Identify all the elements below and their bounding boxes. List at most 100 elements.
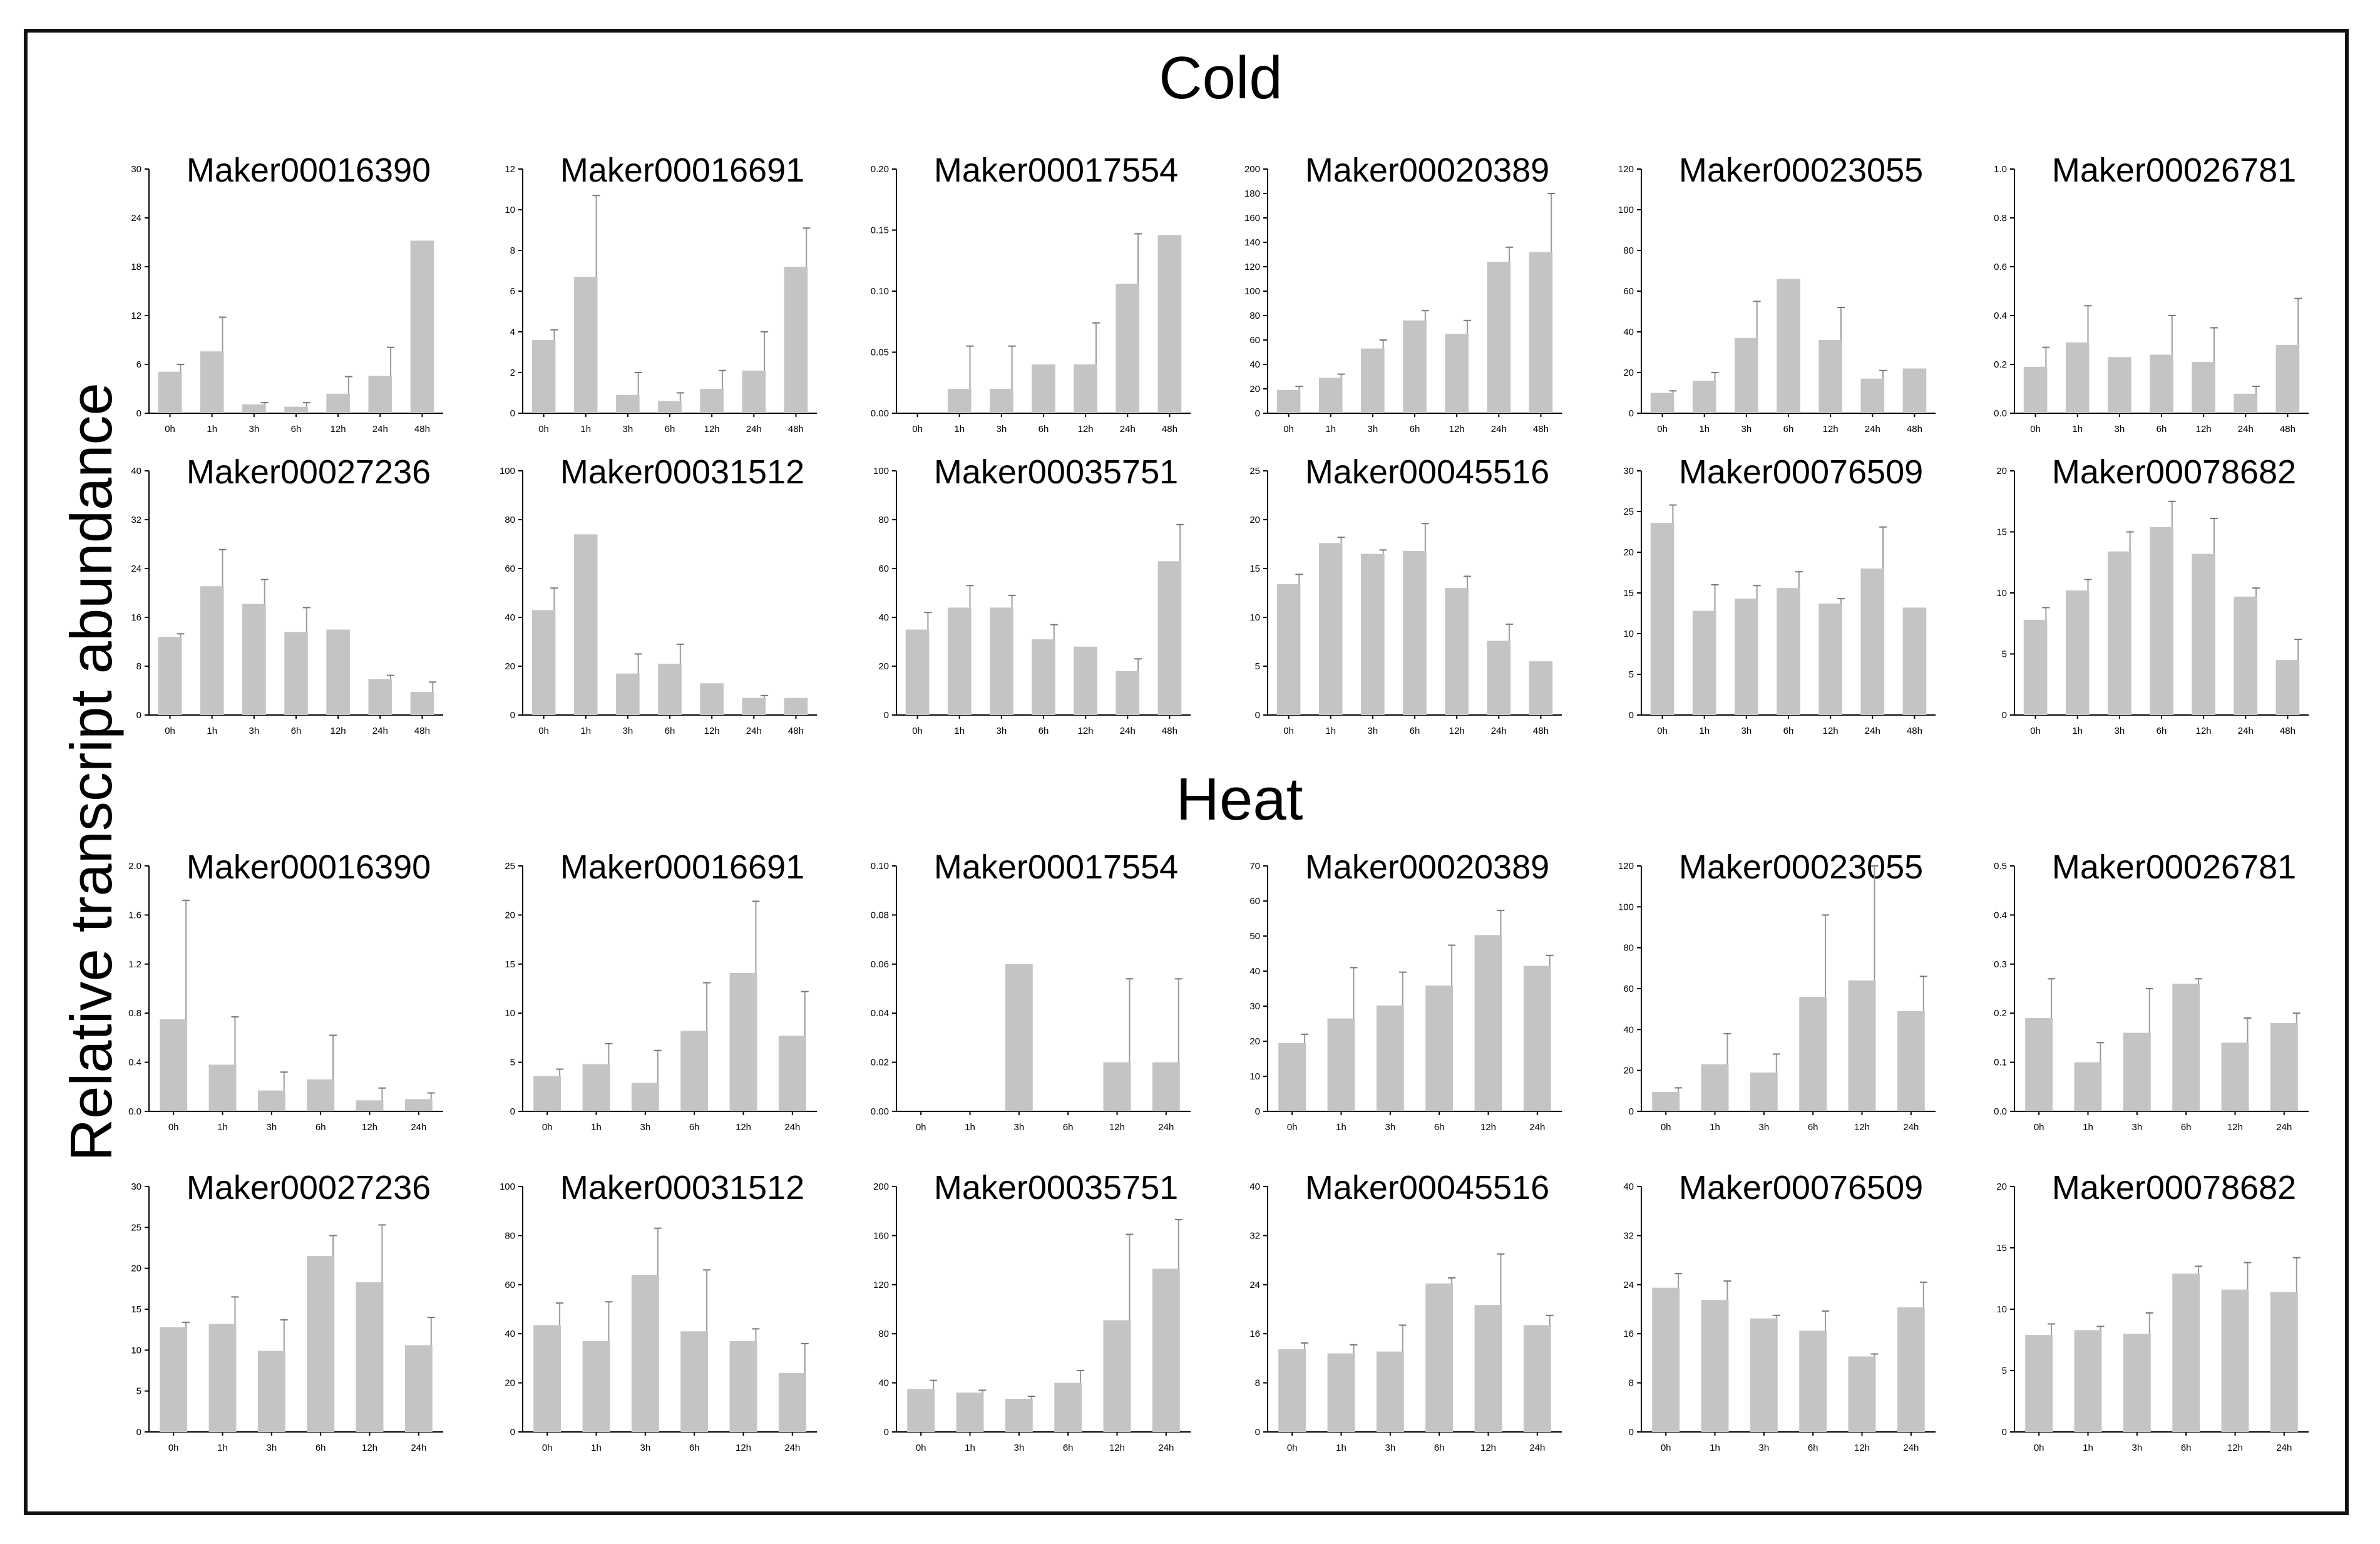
bar <box>531 610 556 715</box>
chart-title: Maker00031512 <box>560 453 804 491</box>
bar <box>326 629 350 715</box>
bar <box>1445 588 1469 715</box>
y-tick-label: 24 <box>1249 1280 1260 1290</box>
x-tick-label: 6h <box>689 1443 700 1453</box>
chart-title: Maker00078682 <box>2052 453 2296 491</box>
y-tick-label: 10 <box>1623 629 1634 639</box>
x-tick-label: 48h <box>1533 424 1549 435</box>
bar <box>947 389 972 413</box>
x-tick-label: 6h <box>665 726 675 736</box>
chart-title: Maker00023055 <box>1679 152 1923 189</box>
bar <box>1376 1351 1404 1432</box>
y-tick-label: 15 <box>1623 588 1634 599</box>
bar <box>1074 646 1097 715</box>
x-tick-label: 12h <box>362 1122 377 1133</box>
bar <box>1032 364 1055 413</box>
bar <box>326 393 350 413</box>
x-tick-label: 1h <box>217 1122 228 1133</box>
x-tick-label: 12h <box>1109 1122 1125 1133</box>
x-tick-label: 24h <box>1903 1122 1919 1133</box>
x-tick-label: 48h <box>414 726 430 736</box>
y-tick-label: 40 <box>1623 1024 1634 1035</box>
x-tick-label: 3h <box>1758 1122 1769 1133</box>
x-tick-label: 12h <box>1449 424 1465 435</box>
y-tick-label: 40 <box>505 1329 515 1339</box>
x-tick-label: 48h <box>1162 424 1177 435</box>
bar <box>2172 984 2200 1111</box>
bar <box>1032 639 1055 715</box>
y-tick-label: 100 <box>1244 286 1260 297</box>
bar <box>1403 320 1427 413</box>
x-tick-label: 24h <box>784 1443 800 1453</box>
x-tick-label: 6h <box>1808 1122 1818 1133</box>
x-tick-label: 6h <box>1410 424 1420 435</box>
bar <box>242 604 266 715</box>
bar <box>573 534 598 715</box>
x-tick-label: 1h <box>217 1443 228 1453</box>
bar <box>1860 378 1885 413</box>
y-tick-label: 0 <box>1629 408 1634 419</box>
y-tick-label: 120 <box>1244 262 1260 272</box>
x-tick-label: 0h <box>1283 726 1294 736</box>
y-tick-label: 15 <box>1249 564 1260 574</box>
x-tick-label: 6h <box>1063 1443 1074 1453</box>
x-tick-label: 24h <box>746 726 762 736</box>
y-tick-label: 1.6 <box>128 910 141 920</box>
x-tick-label: 24h <box>1491 726 1507 736</box>
bar <box>778 1372 806 1432</box>
x-tick-label: 48h <box>788 424 804 435</box>
chart-panel: Maker00076509 0 5 10 15 20 25 30 0h 1h 3h 6h 12h 24h 4… <box>1623 453 1936 736</box>
x-tick-label: 0h <box>916 1443 926 1453</box>
x-tick-label: 6h <box>1783 726 1794 736</box>
bar <box>531 340 556 413</box>
bar <box>410 691 434 715</box>
chart-panel: Maker00016390 0.0 0.4 0.8 1.2 1.6 2.0 0h 1h 3h 6h 1… <box>128 848 443 1133</box>
x-tick-label: 3h <box>249 726 260 736</box>
bar <box>2025 1335 2053 1432</box>
chart-title: Maker00045516 <box>1305 1169 1549 1207</box>
y-tick-label: 16 <box>1623 1329 1634 1339</box>
y-tick-label: 0.6 <box>1994 262 2007 272</box>
bar <box>1376 1005 1404 1111</box>
x-tick-label: 3h <box>997 424 1007 435</box>
bar <box>208 1324 237 1432</box>
x-tick-label: 1h <box>1710 1122 1720 1133</box>
y-tick-label: 0.5 <box>1994 861 2007 872</box>
y-tick-label: 5 <box>136 1386 141 1397</box>
x-tick-label: 1h <box>965 1443 975 1453</box>
y-tick-label: 0 <box>1255 408 1260 419</box>
y-tick-label: 0.00 <box>871 408 889 419</box>
x-tick-label: 12h <box>736 1122 751 1133</box>
x-tick-label: 6h <box>1434 1122 1445 1133</box>
y-tick-label: 12 <box>131 311 141 321</box>
bar <box>2023 366 2048 413</box>
chart-title: Maker00016390 <box>187 848 431 886</box>
x-tick-label: 12h <box>2196 424 2212 435</box>
chart-title: Maker00076509 <box>1679 453 1923 491</box>
x-tick-label: 6h <box>2157 726 2167 736</box>
x-tick-label: 1h <box>1710 1443 1720 1453</box>
y-tick-label: 5 <box>510 1058 515 1068</box>
chart-panel: Maker00016691 0 2 4 6 8 10 12 0h 1h 3h 6h 12h 24h 48h <box>505 152 817 435</box>
y-tick-label: 15 <box>1996 1243 2007 1253</box>
bar <box>658 664 682 715</box>
chart-panel: Maker00078682 0 5 10 15 20 0h 1h 3h 6h 12h 24h <box>1996 1169 2309 1453</box>
y-tick-label: 0.00 <box>871 1106 889 1117</box>
y-tick-label: 40 <box>1623 1181 1634 1192</box>
y-tick-label: 5 <box>1629 669 1634 680</box>
bar <box>1327 1353 1355 1432</box>
y-tick-label: 80 <box>1249 311 1260 321</box>
chart-panel: Maker00027236 0 8 16 24 32 40 0h 1h 3h 6h 12h 24h 48h <box>131 453 443 736</box>
x-tick-label: 6h <box>2157 424 2167 435</box>
bar <box>158 637 182 715</box>
x-tick-label: 1h <box>591 1443 602 1453</box>
chart-title: Maker00016691 <box>560 848 804 886</box>
bar <box>1005 964 1033 1111</box>
y-tick-label: 32 <box>131 515 141 525</box>
y-tick-label: 0 <box>1629 710 1634 721</box>
bar <box>1860 569 1885 715</box>
chart-panel: Maker00026781 0.0 0.2 0.4 0.6 0.8 1.0 0h 1h 3h 6h 1… <box>1994 152 2309 435</box>
x-tick-label: 6h <box>2181 1122 2192 1133</box>
x-tick-label: 3h <box>1741 726 1752 736</box>
bar <box>658 401 682 413</box>
